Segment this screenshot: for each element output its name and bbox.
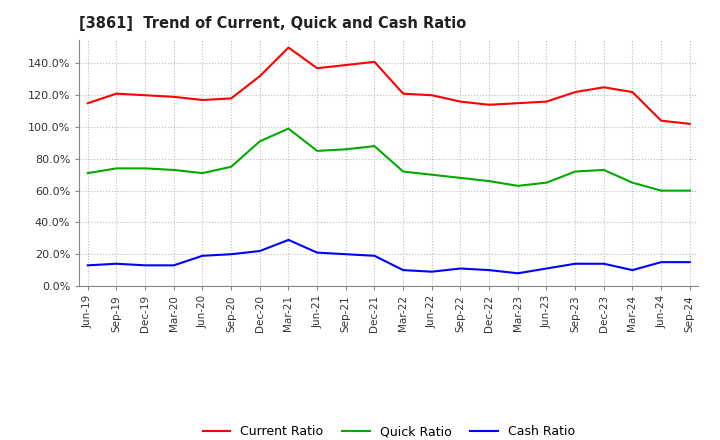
Current Ratio (571, 89, 580, 95)
Line: Current Ratio: Current Ratio (88, 48, 690, 124)
Quick Ratio (141, 166, 150, 171)
Cash Ratio (112, 261, 121, 266)
Text: [3861]  Trend of Current, Quick and Cash Ratio: [3861] Trend of Current, Quick and Cash … (79, 16, 467, 32)
Current Ratio (141, 92, 150, 98)
Cash Ratio (542, 266, 551, 271)
Cash Ratio (600, 261, 608, 266)
Quick Ratio (227, 164, 235, 169)
Quick Ratio (169, 167, 178, 172)
Cash Ratio (399, 268, 408, 273)
Quick Ratio (571, 169, 580, 174)
Current Ratio (513, 101, 522, 106)
Current Ratio (428, 92, 436, 98)
Line: Cash Ratio: Cash Ratio (88, 240, 690, 273)
Current Ratio (112, 91, 121, 96)
Cash Ratio (284, 237, 293, 242)
Current Ratio (312, 66, 321, 71)
Current Ratio (227, 96, 235, 101)
Quick Ratio (685, 188, 694, 193)
Quick Ratio (513, 183, 522, 188)
Quick Ratio (428, 172, 436, 177)
Current Ratio (542, 99, 551, 104)
Cash Ratio (657, 260, 665, 265)
Quick Ratio (485, 179, 493, 184)
Current Ratio (169, 94, 178, 99)
Current Ratio (657, 118, 665, 123)
Current Ratio (256, 73, 264, 79)
Quick Ratio (399, 169, 408, 174)
Current Ratio (456, 99, 465, 104)
Cash Ratio (227, 252, 235, 257)
Quick Ratio (341, 147, 350, 152)
Cash Ratio (198, 253, 207, 258)
Cash Ratio (256, 249, 264, 254)
Cash Ratio (84, 263, 92, 268)
Cash Ratio (685, 260, 694, 265)
Legend: Current Ratio, Quick Ratio, Cash Ratio: Current Ratio, Quick Ratio, Cash Ratio (198, 420, 580, 440)
Quick Ratio (542, 180, 551, 185)
Quick Ratio (628, 180, 636, 185)
Cash Ratio (341, 252, 350, 257)
Cash Ratio (571, 261, 580, 266)
Quick Ratio (198, 170, 207, 176)
Current Ratio (399, 91, 408, 96)
Current Ratio (370, 59, 379, 65)
Cash Ratio (141, 263, 150, 268)
Quick Ratio (284, 126, 293, 131)
Cash Ratio (456, 266, 465, 271)
Quick Ratio (112, 166, 121, 171)
Current Ratio (341, 62, 350, 68)
Quick Ratio (370, 143, 379, 149)
Quick Ratio (312, 148, 321, 154)
Current Ratio (198, 97, 207, 103)
Current Ratio (600, 84, 608, 90)
Cash Ratio (513, 271, 522, 276)
Cash Ratio (312, 250, 321, 255)
Cash Ratio (485, 268, 493, 273)
Quick Ratio (256, 139, 264, 144)
Current Ratio (485, 102, 493, 107)
Quick Ratio (657, 188, 665, 193)
Current Ratio (284, 45, 293, 50)
Quick Ratio (456, 175, 465, 180)
Current Ratio (84, 101, 92, 106)
Quick Ratio (600, 167, 608, 172)
Cash Ratio (428, 269, 436, 274)
Cash Ratio (169, 263, 178, 268)
Current Ratio (685, 121, 694, 126)
Quick Ratio (84, 170, 92, 176)
Cash Ratio (628, 268, 636, 273)
Current Ratio (628, 89, 636, 95)
Line: Quick Ratio: Quick Ratio (88, 128, 690, 191)
Cash Ratio (370, 253, 379, 258)
